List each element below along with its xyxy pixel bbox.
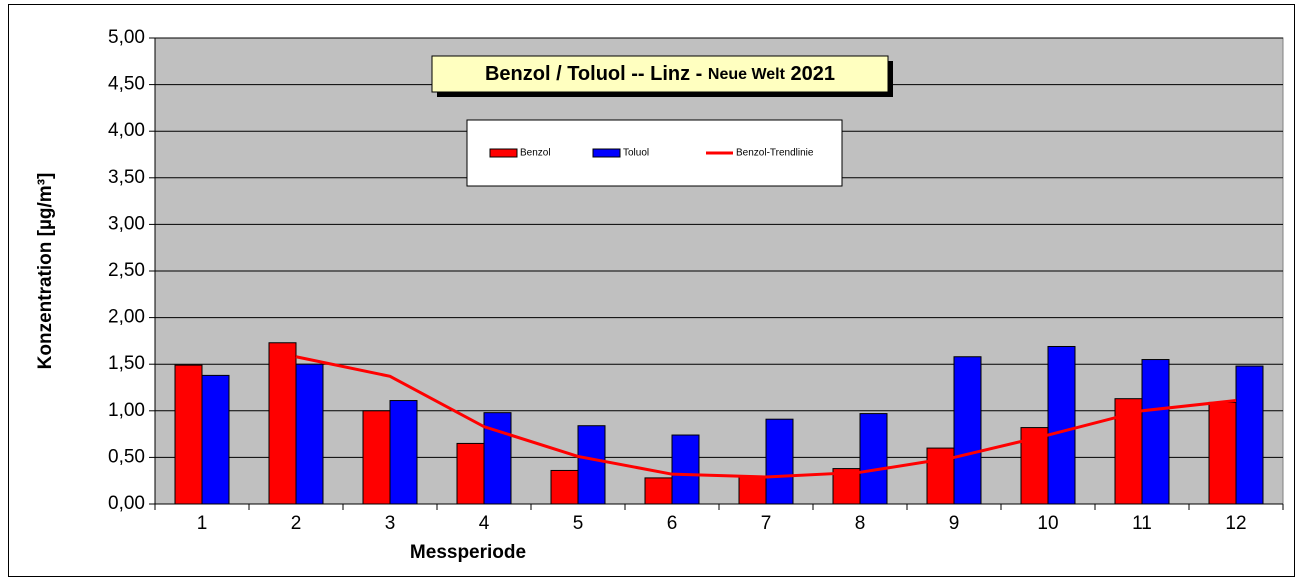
y-tick-label: 4,50 xyxy=(108,74,145,95)
bar xyxy=(550,469,579,505)
legend-label: Benzol xyxy=(520,148,551,159)
bar xyxy=(1047,345,1076,505)
bar xyxy=(765,418,794,505)
x-tick-label: 11 xyxy=(1132,513,1152,534)
y-tick-label: 0,50 xyxy=(108,446,145,467)
legend-label: Benzol-Trendlinie xyxy=(736,148,814,159)
title-part: Benzol / Toluol -- Linz - xyxy=(485,63,708,85)
x-tick-label: 3 xyxy=(385,513,396,534)
x-axis-label: Messperiode xyxy=(410,542,526,563)
y-tick-label: 1,50 xyxy=(108,353,145,374)
bar xyxy=(926,447,955,505)
bar xyxy=(201,374,230,505)
bar xyxy=(174,364,203,505)
bar xyxy=(268,342,297,505)
bar xyxy=(295,363,324,505)
x-tick-label: 12 xyxy=(1225,513,1246,534)
legend-swatch xyxy=(592,148,621,158)
y-tick-label: 3,00 xyxy=(108,213,145,234)
bar xyxy=(456,442,485,505)
bar xyxy=(953,356,982,505)
bar xyxy=(362,410,391,505)
chart-title: Benzol / Toluol -- Linz - Neue Welt 2021 xyxy=(485,63,835,85)
y-tick-label: 2,50 xyxy=(108,260,145,281)
bar xyxy=(644,477,673,505)
x-tick-label: 7 xyxy=(761,513,772,534)
y-axis-label: Konzentration [µg/m³] xyxy=(35,173,56,370)
bar xyxy=(577,425,606,505)
bar xyxy=(859,413,888,505)
legend-swatch xyxy=(489,148,518,158)
bar xyxy=(1235,365,1264,505)
title-part: 2021 xyxy=(785,63,835,85)
legend xyxy=(466,119,843,187)
y-tick-label: 2,00 xyxy=(108,307,145,328)
y-tick-label: 1,00 xyxy=(108,400,145,421)
trend-line xyxy=(295,355,1237,479)
bar xyxy=(1141,359,1170,505)
title-part: Neue Welt xyxy=(708,66,786,83)
y-tick-label: 4,00 xyxy=(108,120,145,141)
x-tick-label: 2 xyxy=(291,513,302,534)
bar xyxy=(738,475,767,505)
y-tick-label: 0,00 xyxy=(108,493,145,514)
legend-label: Toluol xyxy=(623,148,649,159)
title-box xyxy=(431,55,889,93)
x-tick-label: 9 xyxy=(949,513,960,534)
x-tick-label: 4 xyxy=(479,513,490,534)
bar xyxy=(671,434,700,505)
x-tick-label: 8 xyxy=(855,513,866,534)
x-tick-label: 10 xyxy=(1037,513,1058,534)
y-tick-label: 3,50 xyxy=(108,167,145,188)
x-tick-label: 6 xyxy=(667,513,678,534)
bar xyxy=(389,400,418,505)
y-tick-label: 5,00 xyxy=(108,27,145,48)
x-tick-label: 5 xyxy=(573,513,584,534)
bar xyxy=(1208,401,1237,505)
x-tick-label: 1 xyxy=(197,513,208,534)
